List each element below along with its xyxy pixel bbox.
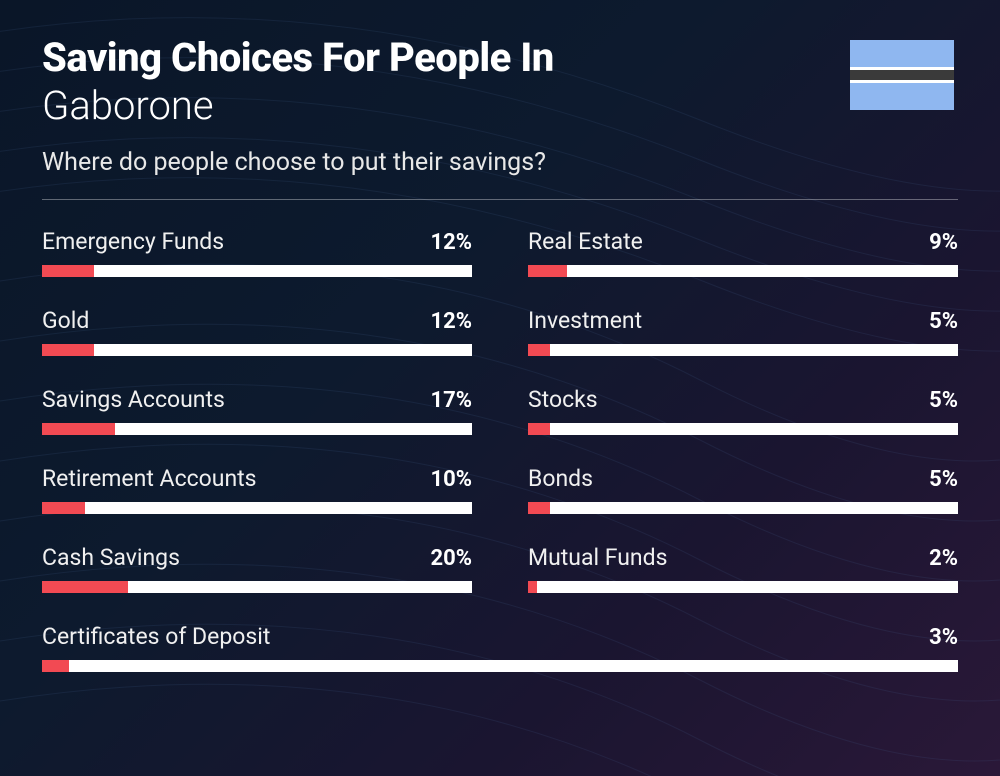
bar-fill [528, 265, 567, 277]
bar-fill [528, 502, 550, 514]
bar-track [42, 344, 472, 356]
bar-value: 20% [430, 546, 472, 571]
bar-label: Savings Accounts [42, 386, 225, 413]
bar-value: 3% [929, 625, 958, 650]
bar-item: Cash Savings 20% [42, 544, 472, 593]
bar-label: Investment [528, 307, 642, 334]
bar-fill [42, 581, 128, 593]
bar-track [528, 502, 958, 514]
bar-track [42, 660, 958, 672]
header: Saving Choices For People In Gaborone Wh… [42, 36, 958, 177]
bar-track [42, 581, 472, 593]
bar-item: Certificates of Deposit 3% [42, 623, 958, 672]
bar-item: Retirement Accounts 10% [42, 465, 472, 514]
title-line-2: Gaborone [42, 82, 850, 130]
bar-label: Retirement Accounts [42, 465, 257, 492]
bar-track [528, 344, 958, 356]
bar-label: Certificates of Deposit [42, 623, 270, 650]
bar-track [42, 423, 472, 435]
bar-track [528, 423, 958, 435]
divider [42, 199, 958, 200]
bar-value: 5% [929, 388, 958, 413]
bar-item: Stocks 5% [528, 386, 958, 435]
bar-fill [528, 581, 537, 593]
flag-icon [850, 40, 954, 110]
bar-fill [42, 660, 69, 672]
bar-label: Emergency Funds [42, 228, 224, 255]
bar-item: Investment 5% [528, 307, 958, 356]
bar-track [528, 265, 958, 277]
bar-label: Mutual Funds [528, 544, 667, 571]
bar-track [42, 502, 472, 514]
bar-value: 17% [430, 388, 472, 413]
bar-item: Gold 12% [42, 307, 472, 356]
bar-item: Emergency Funds 12% [42, 228, 472, 277]
bar-item: Mutual Funds 2% [528, 544, 958, 593]
bar-label: Bonds [528, 465, 593, 492]
bar-fill [528, 344, 550, 356]
bar-fill [528, 423, 550, 435]
subtitle: Where do people choose to put their savi… [42, 148, 850, 177]
bar-value: 5% [929, 467, 958, 492]
bar-fill [42, 344, 94, 356]
bar-label: Real Estate [528, 228, 643, 255]
bar-value: 10% [430, 467, 472, 492]
bar-item: Bonds 5% [528, 465, 958, 514]
bar-fill [42, 502, 85, 514]
bar-label: Cash Savings [42, 544, 180, 571]
bar-value: 12% [430, 309, 472, 334]
bar-item: Real Estate 9% [528, 228, 958, 277]
bar-value: 12% [430, 230, 472, 255]
title-line-1: Saving Choices For People In [42, 36, 850, 80]
bar-item: Savings Accounts 17% [42, 386, 472, 435]
bar-fill [42, 423, 115, 435]
bar-track [42, 265, 472, 277]
bar-label: Stocks [528, 386, 598, 413]
bar-value: 2% [929, 546, 958, 571]
bar-track [528, 581, 958, 593]
bars-grid: Emergency Funds 12% Real Estate 9% Gold 12% In… [42, 228, 958, 672]
bar-label: Gold [42, 307, 89, 334]
bar-value: 5% [929, 309, 958, 334]
bar-value: 9% [929, 230, 958, 255]
bar-fill [42, 265, 94, 277]
